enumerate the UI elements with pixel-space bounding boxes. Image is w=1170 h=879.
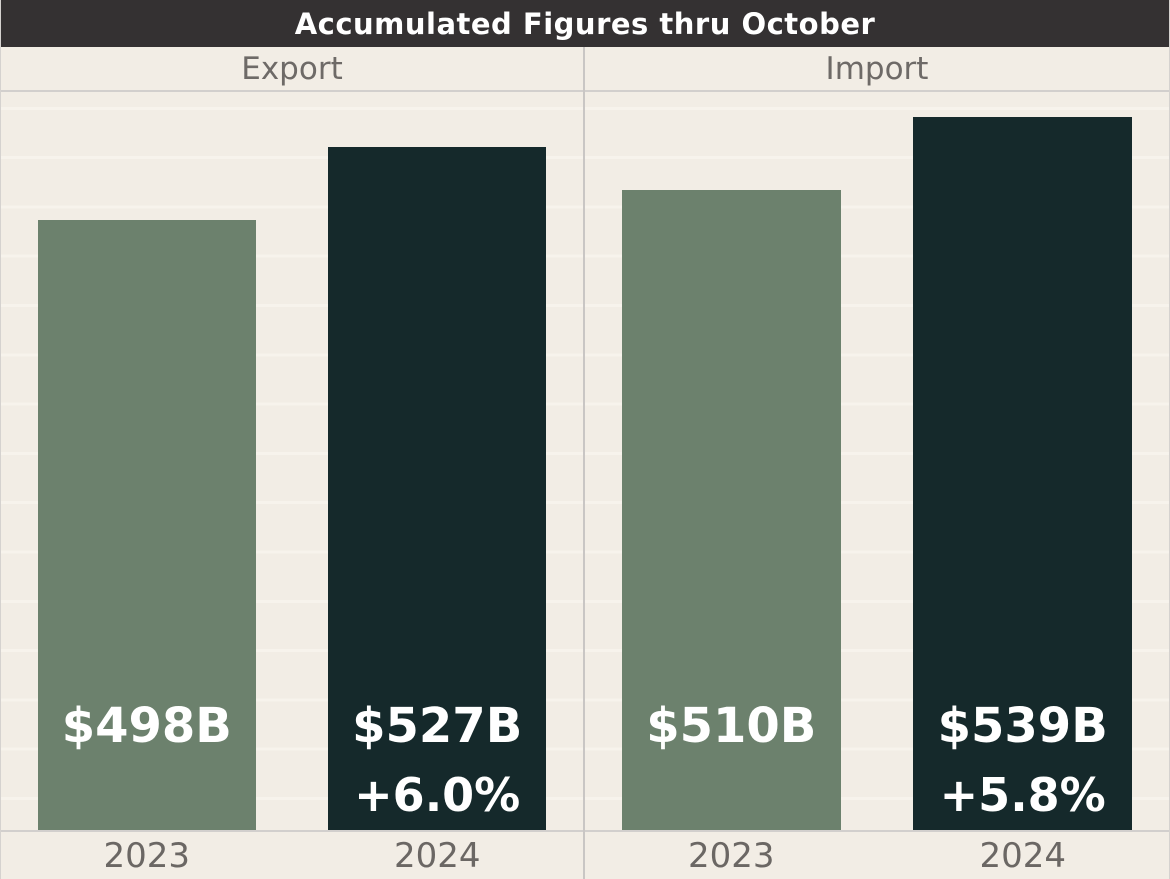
bar-export-2023: $498B	[37, 220, 256, 830]
bar-value-label-export-2024: $527B	[352, 698, 523, 754]
bar-value-label-import-2024: $539B	[937, 698, 1108, 754]
panel-import: Import $510B $539B +5.8% 2023 2024	[585, 47, 1169, 879]
x-axis-export: 2023 2024	[1, 832, 583, 879]
x-tick-export-2023: 2023	[103, 836, 191, 876]
bar-value-label-import-2023: $510B	[646, 698, 817, 754]
plot-import: $510B $539B +5.8%	[585, 92, 1169, 832]
bar-import-2023: $510B	[621, 189, 841, 830]
chart-title: Accumulated Figures thru October	[1, 0, 1169, 47]
panel-export-header: Export	[1, 47, 583, 92]
x-axis-import: 2023 2024	[585, 832, 1169, 879]
chart-panels: Export $498B $527B +6.0% 2023 2024 Impor…	[1, 47, 1169, 879]
x-tick-import-2024: 2024	[979, 836, 1066, 876]
bar-change-label-export: +6.0%	[354, 768, 521, 822]
x-tick-export-2024: 2024	[393, 836, 481, 876]
bar-export-2024: $527B +6.0%	[328, 147, 547, 830]
bar-value-label-export-2023: $498B	[61, 698, 232, 754]
plot-export: $498B $527B +6.0%	[1, 92, 583, 832]
x-tick-import-2023: 2023	[688, 836, 775, 876]
panel-export: Export $498B $527B +6.0% 2023 2024	[1, 47, 585, 879]
bar-import-2024: $539B +5.8%	[913, 117, 1133, 830]
panel-import-header: Import	[585, 47, 1169, 92]
bar-change-label-import: +5.8%	[939, 768, 1106, 822]
